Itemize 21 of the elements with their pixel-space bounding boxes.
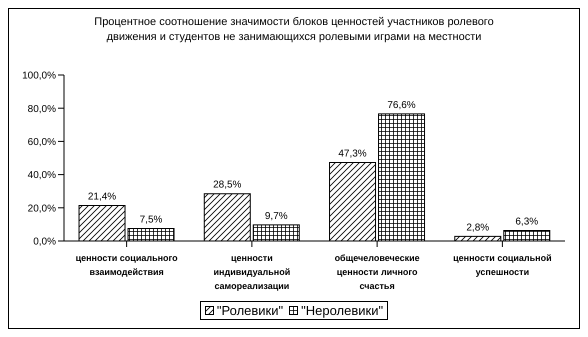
data-label: 47,3% xyxy=(338,148,367,160)
data-label: 6,3% xyxy=(515,216,538,228)
y-tick-label: 20,0% xyxy=(28,203,56,214)
x-tick-label: ценности социального взаимодействия xyxy=(76,253,178,277)
data-label: 76,6% xyxy=(387,100,416,111)
x-tick-label: общечеловеческие ценности личного счастья xyxy=(334,253,420,291)
data-label: 9,7% xyxy=(264,210,288,222)
y-tick-label: 40,0% xyxy=(28,170,56,182)
data-label: 28,5% xyxy=(213,180,242,191)
x-tick-label: ценности социальной успешности xyxy=(453,253,552,277)
y-tick-label: 0,0% xyxy=(33,236,56,248)
y-tick-label: 60,0% xyxy=(28,136,56,148)
data-label: 2,8% xyxy=(466,222,490,234)
x-tick-label: ценности индивидуальной самореализации xyxy=(214,253,290,291)
chart-title: Процентное соотношение значимости блоков ценностей участников ролевого движения и студентов не занимающихся ролевыми играми на местности xyxy=(93,15,495,45)
y-tick-label: 100,0% xyxy=(22,70,56,82)
legend-label: "Ролевики" xyxy=(216,303,284,318)
data-label: 21,4% xyxy=(88,191,116,202)
data-label: 7,5% xyxy=(140,214,163,226)
y-tick-label: 80,0% xyxy=(28,104,56,115)
legend-label: "Неролевики" xyxy=(300,303,384,318)
